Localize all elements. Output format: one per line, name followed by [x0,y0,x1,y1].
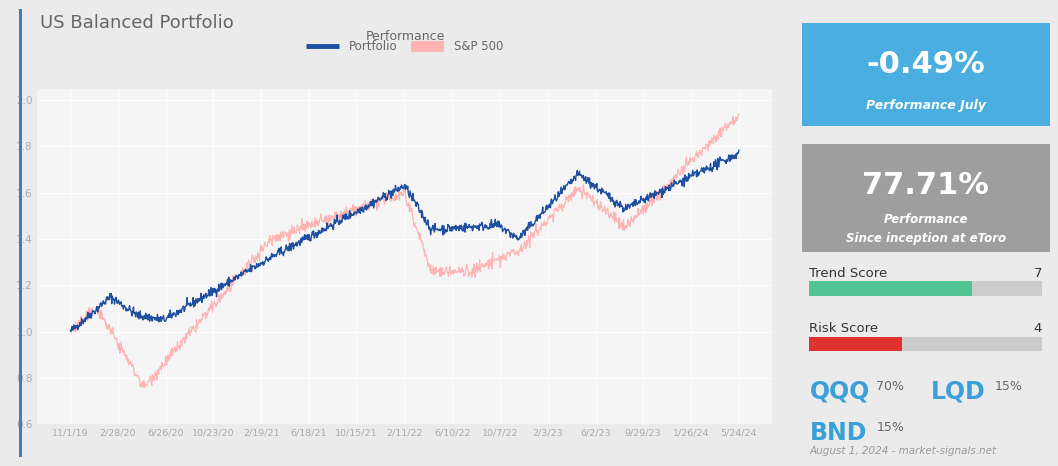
Legend: Portfolio, S&P 500: Portfolio, S&P 500 [302,36,508,58]
Text: Performance: Performance [365,30,445,43]
Text: August 1, 2024 - market-signals.net: August 1, 2024 - market-signals.net [809,446,997,456]
Bar [809,281,1042,296]
Text: Performance July: Performance July [865,99,986,112]
Bar [809,337,1042,351]
Text: US Balanced Portfolio: US Balanced Portfolio [40,14,234,32]
Text: LQD: LQD [931,380,985,404]
Text: Risk Score: Risk Score [809,322,878,336]
Text: Since inception at eToro: Since inception at eToro [845,232,1006,245]
Text: 70%: 70% [876,380,905,393]
Text: 77.71%: 77.71% [862,171,989,200]
Text: Trend Score: Trend Score [809,267,888,280]
Text: 15%: 15% [996,380,1023,393]
Text: 15%: 15% [876,421,905,434]
Text: Performance: Performance [883,213,968,226]
Text: 4: 4 [1034,322,1042,336]
Bar [809,337,902,351]
Text: BND: BND [809,421,867,445]
Text: -0.49%: -0.49% [867,50,985,79]
Bar [809,281,972,296]
Text: QQQ: QQQ [809,380,870,404]
Text: 7: 7 [1034,267,1042,280]
